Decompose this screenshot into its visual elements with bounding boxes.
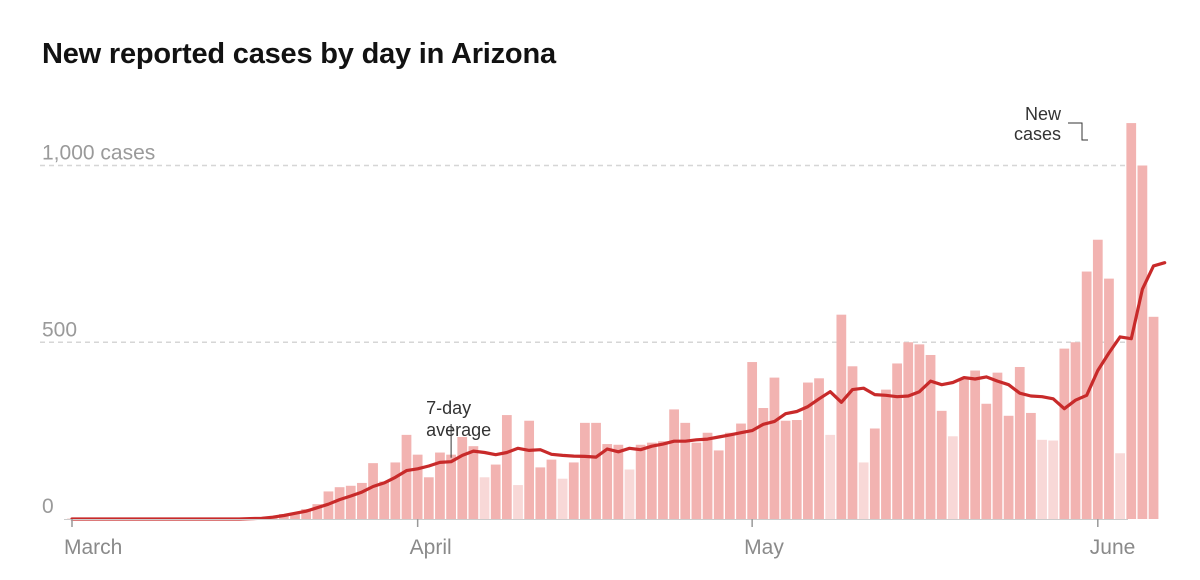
bar-day-69 <box>836 314 847 519</box>
bar-day-57 <box>702 432 713 519</box>
bar-day-35 <box>457 436 468 519</box>
annotation-new-cases-line-2: cases <box>1014 124 1061 144</box>
bar-day-56 <box>691 442 702 519</box>
bar-day-94 <box>1115 453 1125 519</box>
bar-day-64 <box>780 420 791 519</box>
bar-day-82 <box>981 403 992 519</box>
bar-day-88 <box>1048 440 1059 519</box>
bar-day-62 <box>758 408 769 519</box>
x-tick-label-march: March <box>64 536 122 559</box>
bar-day-89 <box>1059 348 1070 519</box>
bar-day-53 <box>658 441 668 519</box>
bar-day-43 <box>546 459 557 519</box>
bar-day-41 <box>524 420 535 519</box>
bar-day-27 <box>368 463 378 519</box>
bar-day-32 <box>423 477 434 519</box>
x-tick-label-april: April <box>410 536 452 559</box>
bar-day-93 <box>1104 278 1114 519</box>
bar-day-29 <box>390 462 401 519</box>
bar-day-59 <box>724 432 735 519</box>
average-line <box>70 261 1167 521</box>
bar-day-73 <box>881 389 891 519</box>
bar-day-28 <box>379 481 390 519</box>
bar-day-65 <box>791 420 802 519</box>
grid-lines <box>40 164 1128 343</box>
bar-day-26 <box>357 482 367 519</box>
bar-day-72 <box>869 428 880 519</box>
bar-day-45 <box>568 462 579 519</box>
bar-day-86 <box>1026 412 1036 519</box>
bar-day-52 <box>646 442 657 519</box>
bar-day-54 <box>669 409 679 519</box>
bar-day-58 <box>713 450 724 519</box>
bar-day-55 <box>680 422 691 519</box>
bar-day-95 <box>1126 123 1137 519</box>
bar-day-80 <box>959 378 969 519</box>
bar-day-79 <box>947 436 958 519</box>
bar-day-44 <box>557 478 568 519</box>
bar-series <box>67 123 1159 520</box>
bar-day-34 <box>446 454 456 519</box>
x-tick-label-june: June <box>1090 536 1136 559</box>
bar-day-78 <box>936 410 947 519</box>
axes: 0 500 1,000 cases March April May June <box>42 142 1135 560</box>
bar-day-70 <box>847 366 858 519</box>
bar-day-81 <box>970 370 981 519</box>
bar-day-48 <box>602 444 613 519</box>
bar-day-20 <box>290 512 300 519</box>
bar-day-33 <box>435 452 445 519</box>
bar-day-30 <box>401 434 412 519</box>
bar-day-37 <box>479 477 490 519</box>
annotation-average-line-2: average <box>426 420 491 440</box>
y-tick-label-0: 0 <box>42 495 54 518</box>
average-line-group <box>70 261 1167 521</box>
bar-day-83 <box>992 372 1003 519</box>
bar-day-71 <box>858 462 869 519</box>
bar-day-40 <box>513 485 523 519</box>
annotation-average-line-1: 7-day <box>426 398 471 418</box>
bar-day-85 <box>1014 366 1025 519</box>
x-tick-label-may: May <box>744 536 784 559</box>
bar-day-77 <box>925 354 936 519</box>
bar-day-92 <box>1092 239 1103 520</box>
bar-day-25 <box>345 485 356 519</box>
bar-day-60 <box>736 423 746 519</box>
bar-day-42 <box>535 467 546 519</box>
bar-day-24 <box>334 487 345 519</box>
bar-day-50 <box>624 469 635 519</box>
bar-day-75 <box>903 342 914 519</box>
bar-day-38 <box>490 464 501 519</box>
bar-day-47 <box>591 422 601 519</box>
y-tick-label-1000: 1,000 cases <box>42 142 155 165</box>
annotation-new-cases-leader <box>1068 122 1088 141</box>
bar-day-22 <box>312 504 323 519</box>
bar-day-39 <box>501 415 512 519</box>
bar-day-21 <box>301 509 312 519</box>
bar-day-84 <box>1003 415 1014 519</box>
bar-day-61 <box>747 362 758 519</box>
bar-day-31 <box>412 454 423 519</box>
bar-day-51 <box>635 444 646 519</box>
bar-day-87 <box>1037 439 1047 519</box>
bar-day-97 <box>1148 316 1159 519</box>
bar-day-76 <box>914 344 925 519</box>
bar-day-66 <box>803 382 813 519</box>
bar-day-90 <box>1070 342 1081 519</box>
bar-day-68 <box>825 434 836 519</box>
annotation-new-cases-line-1: New <box>1025 104 1062 124</box>
bar-day-49 <box>613 444 624 519</box>
bar-day-74 <box>892 363 902 519</box>
bar-day-36 <box>468 446 479 519</box>
y-tick-label-500: 500 <box>42 318 77 341</box>
bar-day-96 <box>1137 165 1148 519</box>
bar-day-63 <box>769 377 780 519</box>
chart-title: New reported cases by day in Arizona <box>42 38 556 70</box>
bar-day-46 <box>580 422 590 519</box>
bar-day-67 <box>814 378 824 519</box>
